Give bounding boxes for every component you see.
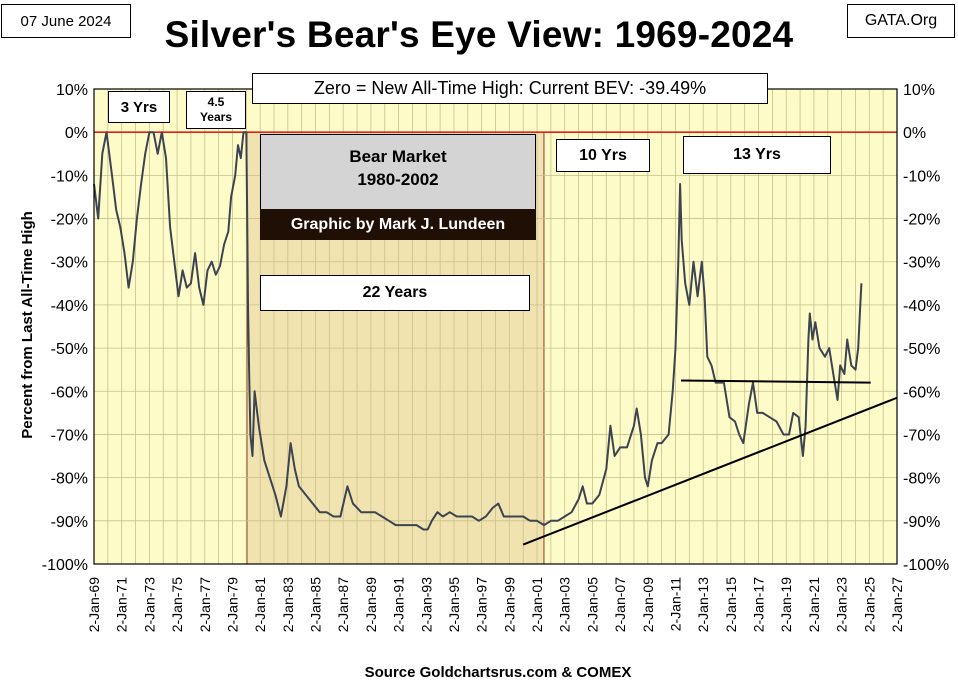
x-tick-label: 2-Jan-17 [751,577,767,632]
x-tick-label: 2-Jan-13 [695,577,711,632]
series-line [93,131,863,531]
x-tick-label: 2-Jan-11 [667,577,683,631]
span-10-years-text: 10 Yrs [579,146,627,164]
span-3-years-box: 3 Yrs [108,91,170,123]
y-tick-label-left: -70% [51,427,88,444]
span-4-5-years-box: 4.5 Years [186,91,246,129]
y-tick-label-left: -50% [51,341,88,358]
y-tick-label-right: -10% [903,168,940,185]
span-4-5-years-num: 4.5 [207,95,225,109]
source-site-label: GATA.Org [847,4,955,38]
y-tick-label-left: -30% [51,255,88,272]
zero-note-box: Zero = New All-Time High: Current BEV: -… [252,73,768,104]
x-tick-label: 2-Jan-23 [834,577,850,632]
y-tick-label-right: 0% [903,125,926,142]
x-tick-label: 2-Jan-81 [252,577,268,632]
x-tick-label: 2-Jan-71 [114,577,130,632]
credit-box: Graphic by Mark J. Lundeen [260,209,536,240]
x-tick-label: 2-Jan-99 [501,577,517,632]
x-tick-label: 2-Jan-77 [197,577,213,632]
x-tick-label: 2-Jan-19 [778,577,794,632]
bear-market-title: Bear Market [349,147,447,166]
credit-text: Graphic by Mark J. Lundeen [290,215,506,233]
x-tick-label: 2-Jan-87 [335,577,351,632]
x-tick-label: 2-Jan-85 [308,577,324,632]
x-tick-label: 2-Jan-27 [889,577,905,632]
y-tick-label-right: -30% [903,255,940,272]
y-tick-label-left: -10% [51,168,88,185]
y-tick-label-right: -70% [903,427,940,444]
y-axis-label: Percent from Last All-Time High [19,211,36,439]
x-tick-label: 2-Jan-15 [723,577,739,632]
chart-title: Silver's Bear's Eye View: 1969-2024 [164,14,794,55]
y-tick-label-right: -90% [903,514,940,531]
span-10-years-box: 10 Yrs [556,139,650,172]
x-tick-label: 2-Jan-07 [612,577,628,632]
y-tick-label-left: -60% [51,384,88,401]
x-tick-label: 2-Jan-75 [169,577,185,632]
y-tick-label-left: -40% [51,298,88,315]
y-tick-label-left: -20% [51,212,88,229]
x-tick-label: 2-Jan-93 [418,577,434,632]
x-tick-label: 2-Jan-03 [557,577,573,632]
x-tick-label: 2-Jan-91 [391,577,407,632]
trend-line [681,379,871,384]
y-tick-label-right: 10% [903,82,935,99]
x-tick-label: 2-Jan-25 [861,577,877,632]
x-tick-label: 2-Jan-95 [446,577,462,632]
y-tick-label-right: -20% [903,212,940,229]
date-label: 07 June 2024 [1,4,131,38]
span-22-years-text: 22 Years [362,284,428,301]
y-tick-label-right: -80% [903,471,940,488]
bear-market-years: 1980-2002 [357,170,439,189]
x-tick-label: 2-Jan-69 [86,577,102,632]
x-tick-label: 2-Jan-97 [474,577,490,632]
y-tick-label-right: -60% [903,384,940,401]
x-tick-label: 2-Jan-83 [280,577,296,632]
x-tick-label: 2-Jan-09 [640,577,656,632]
x-axis-label: Source Goldchartsrus.com & COMEX [365,664,632,681]
span-3-years-text: 3 Yrs [120,98,158,116]
y-tick-label-right: -50% [903,341,940,358]
x-tick-label: 2-Jan-01 [529,577,545,632]
trend-line [522,396,898,546]
x-tick-label: 2-Jan-89 [363,577,379,632]
y-tick-label-left: -90% [51,514,88,531]
span-13-years-box: 13 Yrs [683,136,831,174]
span-22-years-box: 22 Years [260,275,530,311]
x-tick-label: 2-Jan-21 [806,577,822,632]
y-tick-label-left: -80% [51,471,88,488]
x-tick-label: 2-Jan-79 [224,577,240,632]
y-tick-label-right: -40% [903,298,940,315]
x-tick-label: 2-Jan-73 [141,577,157,632]
span-13-years-text: 13 Yrs [733,146,781,163]
y-tick-label-left: -100% [42,557,88,574]
y-tick-label-right: -100% [903,557,949,574]
span-4-5-years-unit: Years [199,110,233,124]
y-tick-label-left: 10% [56,82,88,99]
x-tick-label: 2-Jan-05 [584,577,600,632]
y-tick-label-left: 0% [65,125,88,142]
zero-note-text: Zero = New All-Time High: Current BEV: -… [313,78,707,98]
